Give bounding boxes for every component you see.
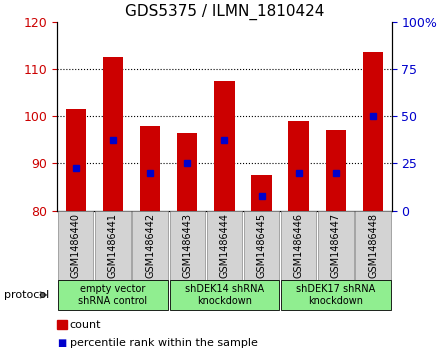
Text: GSM1486448: GSM1486448 [368,212,378,278]
Text: GSM1486442: GSM1486442 [145,212,155,278]
Bar [251,175,272,211]
Bar [214,81,235,211]
Text: ■: ■ [57,338,67,348]
Bar [66,109,86,211]
Bar [363,52,383,211]
Text: shDEK17 shRNA
knockdown: shDEK17 shRNA knockdown [296,284,375,306]
Text: GSM1486447: GSM1486447 [331,212,341,278]
Text: GSM1486445: GSM1486445 [257,212,267,278]
Bar [177,132,198,211]
Text: GSM1486441: GSM1486441 [108,212,118,278]
Text: GSM1486446: GSM1486446 [294,212,304,278]
Text: GSM1486444: GSM1486444 [220,212,229,278]
Bar [140,126,160,211]
Text: count: count [70,320,101,330]
Text: empty vector
shRNA control: empty vector shRNA control [78,284,147,306]
Title: GDS5375 / ILMN_1810424: GDS5375 / ILMN_1810424 [125,4,324,20]
Bar [103,57,123,211]
Text: GSM1486440: GSM1486440 [71,212,81,278]
Text: shDEK14 shRNA
knockdown: shDEK14 shRNA knockdown [185,284,264,306]
Text: percentile rank within the sample: percentile rank within the sample [70,338,257,348]
Bar [289,121,309,211]
Text: protocol: protocol [4,290,50,300]
Text: GSM1486443: GSM1486443 [182,212,192,278]
Bar [326,130,346,211]
